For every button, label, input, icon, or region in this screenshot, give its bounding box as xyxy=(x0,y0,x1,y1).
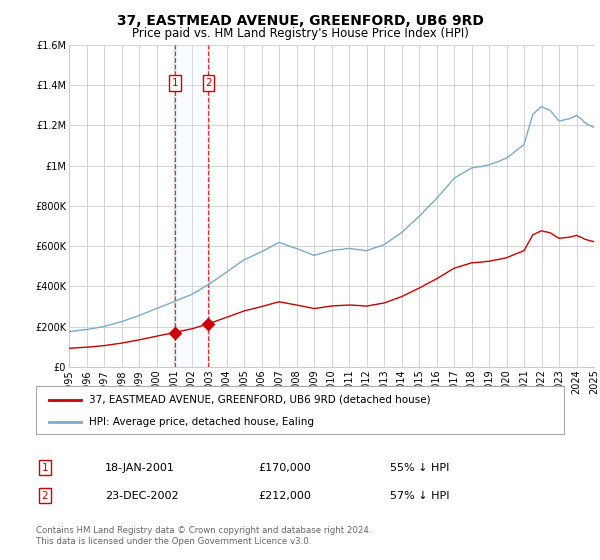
Text: 18-JAN-2001: 18-JAN-2001 xyxy=(105,463,175,473)
Text: 37, EASTMEAD AVENUE, GREENFORD, UB6 9RD: 37, EASTMEAD AVENUE, GREENFORD, UB6 9RD xyxy=(116,14,484,28)
Text: 23-DEC-2002: 23-DEC-2002 xyxy=(105,491,179,501)
Text: £212,000: £212,000 xyxy=(258,491,311,501)
Text: Contains HM Land Registry data © Crown copyright and database right 2024.
This d: Contains HM Land Registry data © Crown c… xyxy=(36,526,371,546)
Text: 2: 2 xyxy=(205,78,212,88)
Bar xyxy=(175,45,208,367)
Text: HPI: Average price, detached house, Ealing: HPI: Average price, detached house, Eali… xyxy=(89,417,314,427)
Text: 1: 1 xyxy=(41,463,49,473)
Text: 57% ↓ HPI: 57% ↓ HPI xyxy=(390,491,449,501)
Text: 2: 2 xyxy=(41,491,49,501)
Text: 37, EASTMEAD AVENUE, GREENFORD, UB6 9RD (detached house): 37, EASTMEAD AVENUE, GREENFORD, UB6 9RD … xyxy=(89,395,430,405)
Text: £170,000: £170,000 xyxy=(258,463,311,473)
Text: 1: 1 xyxy=(172,78,178,88)
Text: Price paid vs. HM Land Registry's House Price Index (HPI): Price paid vs. HM Land Registry's House … xyxy=(131,27,469,40)
Text: 55% ↓ HPI: 55% ↓ HPI xyxy=(390,463,449,473)
